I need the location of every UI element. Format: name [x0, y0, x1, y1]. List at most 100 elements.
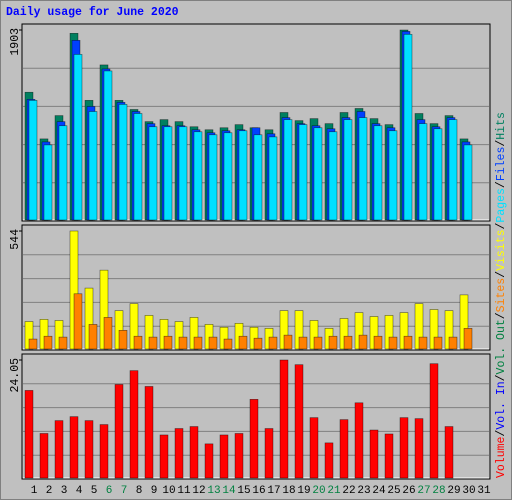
chart-title: Daily usage for June 2020 [6, 6, 179, 19]
bar [58, 125, 68, 221]
bar [118, 330, 128, 350]
legend-separator: / [495, 181, 508, 188]
bar [193, 131, 203, 221]
bar [388, 130, 398, 221]
bar [73, 54, 83, 221]
legend-entry: Volume [495, 436, 508, 478]
x-tick-label: 7 [121, 485, 128, 497]
x-tick-label: 9 [151, 485, 158, 497]
bar [249, 399, 259, 479]
legend-entry: Visits [495, 229, 508, 270]
bar [283, 119, 293, 221]
x-tick-label: 13 [207, 485, 220, 497]
x-tick-label: 5 [91, 485, 98, 497]
bar [88, 324, 98, 350]
bar [223, 132, 233, 221]
x-tick-label: 30 [462, 485, 475, 497]
x-tick-label: 23 [357, 485, 370, 497]
bar [238, 130, 248, 221]
y-tick-label: 24.05 [9, 358, 22, 393]
x-tick-label: 1 [31, 485, 38, 497]
bar [463, 328, 473, 350]
bar [343, 335, 353, 350]
x-tick-label: 6 [106, 485, 113, 497]
legend-separator: / [495, 312, 508, 319]
x-tick-label: 22 [342, 485, 355, 497]
x-tick-label: 12 [192, 485, 205, 497]
x-tick-label: 16 [252, 485, 265, 497]
bar [384, 433, 394, 479]
legend-entry: Files [495, 147, 508, 182]
bar [39, 433, 49, 479]
bar [133, 113, 143, 221]
x-tick-label: 21 [327, 485, 341, 497]
legend-separator: / [495, 140, 508, 147]
x-tick-label: 18 [282, 485, 295, 497]
bar [148, 336, 158, 350]
bar [28, 100, 38, 221]
x-tick-label: 15 [237, 485, 250, 497]
bar [373, 125, 383, 221]
y-tick-label: 544 [9, 229, 22, 250]
x-tick-label: 28 [432, 485, 445, 497]
bar [343, 119, 353, 221]
bar [58, 336, 68, 350]
legend-separator: / [495, 430, 508, 437]
bar [448, 336, 458, 350]
bar [43, 335, 53, 350]
x-tick-label: 31 [477, 485, 491, 497]
bar [193, 336, 203, 350]
bar [268, 136, 278, 221]
legend-separator: / [495, 222, 508, 229]
bar [208, 336, 218, 350]
bar [208, 134, 218, 221]
bar [283, 334, 293, 350]
bar [298, 124, 308, 221]
bar [238, 335, 248, 350]
bar [159, 434, 169, 479]
x-tick-label: 4 [76, 485, 83, 497]
x-tick-label: 14 [222, 485, 236, 497]
bar [178, 336, 188, 350]
bar [28, 338, 38, 350]
bar [414, 418, 424, 479]
bar [118, 104, 128, 221]
bar [144, 386, 154, 479]
bar [189, 426, 199, 479]
legend-entry: Pages [495, 188, 508, 223]
bar [309, 417, 319, 479]
bar [54, 420, 64, 479]
bar [373, 335, 383, 350]
x-tick-label: 17 [267, 485, 280, 497]
bar [313, 336, 323, 350]
bar [69, 416, 79, 479]
bar [219, 434, 229, 479]
x-tick-label: 27 [417, 485, 430, 497]
bar [403, 34, 413, 221]
bar [403, 335, 413, 350]
x-tick-label: 29 [447, 485, 460, 497]
x-tick-label: 11 [177, 485, 191, 497]
bar [84, 420, 94, 479]
bar [24, 390, 34, 479]
bar [88, 111, 98, 221]
legend-entry: Sites [495, 278, 508, 313]
bar [114, 384, 124, 479]
legend-entry: Vol. Out [495, 319, 508, 374]
bar [358, 334, 368, 350]
bar [43, 144, 53, 221]
bar [463, 144, 473, 221]
bar [103, 70, 113, 221]
x-tick-label: 10 [162, 485, 175, 497]
x-tick-label: 20 [312, 485, 325, 497]
bar [129, 370, 139, 479]
bar [433, 128, 443, 221]
bar [279, 359, 289, 479]
bar [339, 419, 349, 479]
x-tick-label: 2 [46, 485, 53, 497]
bar [133, 335, 143, 350]
legend-entry: Hits [495, 112, 508, 140]
y-tick-label: 1903 [9, 28, 22, 56]
bar [264, 428, 274, 479]
